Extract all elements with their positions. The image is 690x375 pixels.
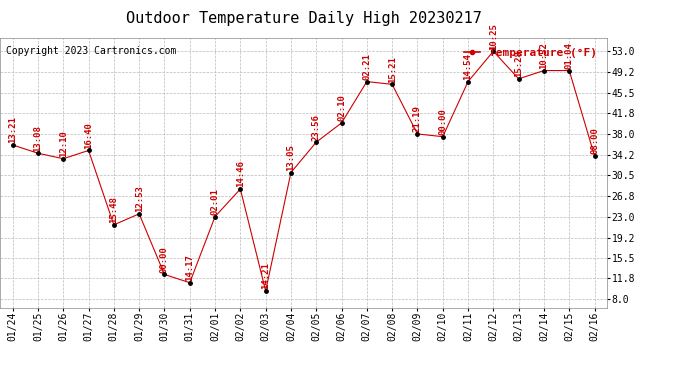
Text: 01:04: 01:04 xyxy=(564,42,574,69)
Text: 14:21: 14:21 xyxy=(261,262,270,290)
Text: 21:19: 21:19 xyxy=(413,105,422,132)
Legend: Temperature (°F): Temperature (°F) xyxy=(460,43,602,62)
Text: 14:17: 14:17 xyxy=(185,254,195,281)
Text: 02:21: 02:21 xyxy=(362,53,371,80)
Text: 12:53: 12:53 xyxy=(135,185,144,212)
Text: 15:21: 15:21 xyxy=(388,56,397,82)
Text: 14:46: 14:46 xyxy=(236,160,245,188)
Text: 13:05: 13:05 xyxy=(286,144,295,171)
Text: 14:54: 14:54 xyxy=(464,53,473,80)
Text: 23:56: 23:56 xyxy=(312,114,321,141)
Text: 15:28: 15:28 xyxy=(514,50,523,77)
Text: 15:48: 15:48 xyxy=(109,196,119,223)
Text: 13:21: 13:21 xyxy=(8,116,17,143)
Text: Copyright 2023 Cartronics.com: Copyright 2023 Cartronics.com xyxy=(6,46,177,56)
Text: 12:10: 12:10 xyxy=(59,130,68,157)
Text: 10:52: 10:52 xyxy=(540,42,549,69)
Text: 13:08: 13:08 xyxy=(33,124,43,152)
Text: 16:40: 16:40 xyxy=(84,122,93,149)
Text: 00:00: 00:00 xyxy=(438,108,447,135)
Text: 00:00: 00:00 xyxy=(160,246,169,273)
Text: 02:10: 02:10 xyxy=(337,94,346,121)
Text: 02:01: 02:01 xyxy=(210,188,219,215)
Text: 08:00: 08:00 xyxy=(590,128,599,154)
Text: 10:25: 10:25 xyxy=(489,23,498,50)
Text: Outdoor Temperature Daily High 20230217: Outdoor Temperature Daily High 20230217 xyxy=(126,11,482,26)
